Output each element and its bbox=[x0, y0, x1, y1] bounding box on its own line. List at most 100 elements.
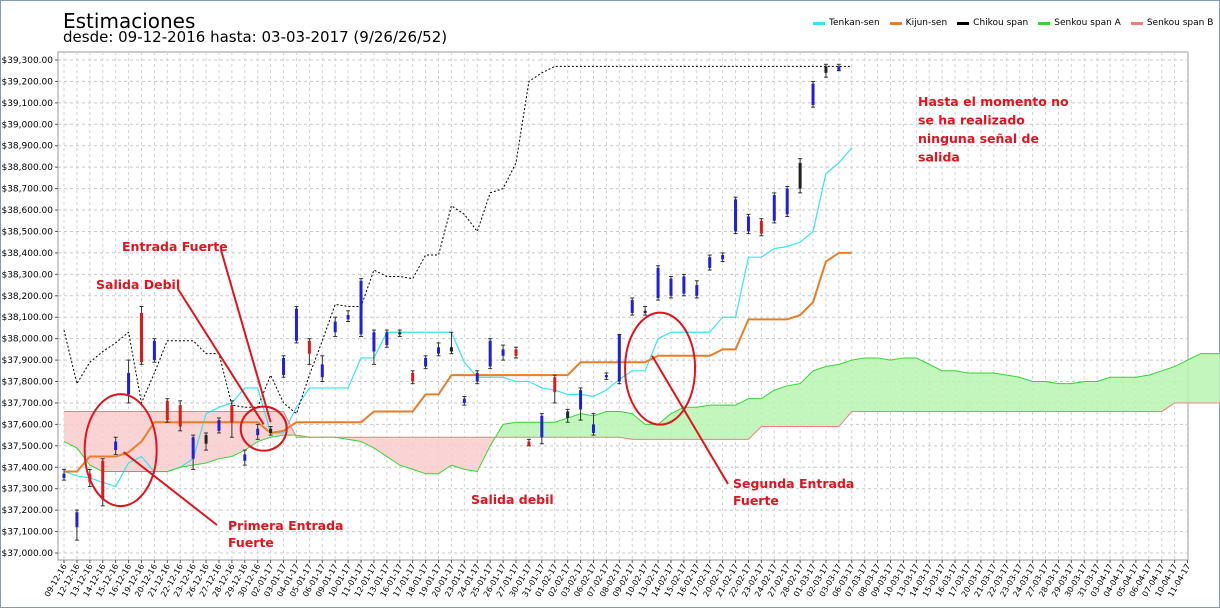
candle-body bbox=[217, 420, 221, 431]
candle-body bbox=[501, 349, 505, 356]
kumo-cloud-segment bbox=[735, 398, 749, 440]
candle-body bbox=[114, 441, 118, 451]
y-tick-label: $38,100.00 bbox=[1, 313, 53, 323]
candle bbox=[617, 333, 622, 385]
kumo-cloud-segment bbox=[774, 385, 788, 427]
candle bbox=[255, 423, 260, 440]
candle-body bbox=[540, 415, 544, 438]
kumo-cloud-segment bbox=[1122, 377, 1136, 412]
y-tick-label: $37,400.00 bbox=[1, 463, 53, 473]
kumo-cloud-segment bbox=[864, 357, 878, 412]
candle-body bbox=[746, 216, 750, 232]
candle bbox=[565, 408, 570, 423]
candle bbox=[720, 252, 725, 262]
candle bbox=[307, 338, 312, 365]
annotation-pointer-segunda bbox=[651, 355, 729, 485]
candle bbox=[591, 413, 596, 436]
candle-body bbox=[307, 340, 311, 354]
candle bbox=[733, 196, 738, 235]
legend-swatch-senkou-a bbox=[1038, 21, 1051, 25]
candle bbox=[410, 370, 415, 385]
candle-body bbox=[462, 398, 466, 403]
kumo-cloud-segment bbox=[64, 411, 77, 448]
annotation-entrada-fuerte: Entrada Fuerte bbox=[122, 239, 228, 254]
tenkan-sen-line bbox=[63, 147, 853, 488]
kumo-cloud-segment bbox=[903, 357, 917, 412]
kumo-cloud-segment bbox=[451, 437, 465, 470]
candle-body bbox=[101, 460, 105, 500]
kijun-sen-line bbox=[64, 251, 852, 473]
candle-body bbox=[75, 512, 79, 528]
legend-item-chikou: Chikou span bbox=[957, 18, 1028, 28]
kumo-cloud-segment bbox=[348, 437, 362, 442]
candle bbox=[514, 346, 518, 359]
candle bbox=[397, 329, 402, 338]
annotation-circle-entrada bbox=[239, 405, 288, 452]
kumo-cloud-segment bbox=[877, 357, 891, 412]
annotation-primera-entrada-fuerte: Primera Entrada Fuerte bbox=[228, 518, 343, 550]
legend-label-senkou-b: Senkou span B bbox=[1146, 18, 1214, 28]
candle bbox=[152, 338, 157, 363]
kumo-cloud-segment bbox=[567, 413, 581, 438]
candle-body bbox=[372, 332, 376, 352]
candle bbox=[759, 218, 764, 237]
candle bbox=[836, 63, 841, 72]
y-tick-label: $39,300.00 bbox=[1, 56, 53, 66]
candle-body bbox=[527, 441, 531, 446]
candle-body bbox=[617, 334, 621, 382]
candle-body bbox=[127, 372, 131, 395]
candle bbox=[294, 306, 299, 344]
candle bbox=[656, 265, 661, 301]
kumo-cloud-segment bbox=[955, 370, 968, 412]
kumo-cloud-segment bbox=[1032, 381, 1046, 412]
candle bbox=[436, 342, 441, 357]
candle-body bbox=[256, 428, 260, 436]
candle bbox=[798, 158, 803, 194]
y-tick-label: $37,500.00 bbox=[1, 442, 53, 452]
candle bbox=[139, 306, 144, 365]
candle-body bbox=[191, 437, 195, 459]
candle-body bbox=[269, 428, 273, 433]
candle-body bbox=[695, 285, 699, 296]
kumo-cloud-segment bbox=[464, 437, 478, 472]
candle bbox=[359, 278, 364, 338]
senkou-span-a-line bbox=[63, 353, 1220, 475]
kumo-cloud-segment bbox=[1148, 370, 1162, 412]
candle bbox=[216, 417, 221, 434]
candle-body bbox=[320, 364, 324, 378]
kumo-cloud-segment bbox=[761, 390, 775, 427]
candle-body bbox=[282, 357, 286, 376]
candle-body bbox=[424, 357, 428, 367]
chart-title: Estimaciones bbox=[63, 9, 196, 33]
kumo-cloud-segment bbox=[1071, 381, 1085, 412]
candle bbox=[772, 192, 777, 224]
y-tick-label: $37,200.00 bbox=[1, 506, 53, 516]
candle bbox=[475, 370, 480, 385]
legend-swatch-chikou bbox=[957, 21, 970, 25]
kumo-cloud-segment bbox=[1200, 353, 1214, 403]
legend-label-kijun: Kijun-sen bbox=[905, 18, 948, 28]
candle-body bbox=[553, 377, 557, 393]
candle-body bbox=[721, 255, 725, 260]
candle bbox=[630, 297, 635, 316]
kumo-cloud-segment bbox=[800, 370, 814, 427]
candle bbox=[281, 355, 286, 378]
y-tick-label: $38,600.00 bbox=[1, 206, 53, 216]
kumo-cloud-segment bbox=[980, 372, 994, 412]
legend-item-kijun: Kijun-sen bbox=[889, 18, 948, 28]
kumo-cloud-segment bbox=[593, 411, 607, 438]
legend-swatch-senkou-b bbox=[1130, 21, 1143, 25]
candle-body bbox=[204, 435, 208, 444]
senkou-span-b-line bbox=[64, 402, 1220, 440]
y-tick-label: $39,100.00 bbox=[1, 99, 53, 109]
legend-item-senkou-a: Senkou span A bbox=[1038, 18, 1121, 28]
legend-label-chikou: Chikou span bbox=[973, 18, 1029, 28]
kumo-cloud-segment bbox=[916, 357, 930, 412]
kumo-cloud-segment bbox=[619, 411, 633, 440]
kumo-cloud-segment bbox=[942, 370, 956, 412]
candle-body bbox=[759, 220, 763, 234]
candle bbox=[681, 273, 686, 297]
kumo-cloud-segment bbox=[180, 411, 194, 468]
y-tick-label: $37,700.00 bbox=[1, 399, 53, 409]
